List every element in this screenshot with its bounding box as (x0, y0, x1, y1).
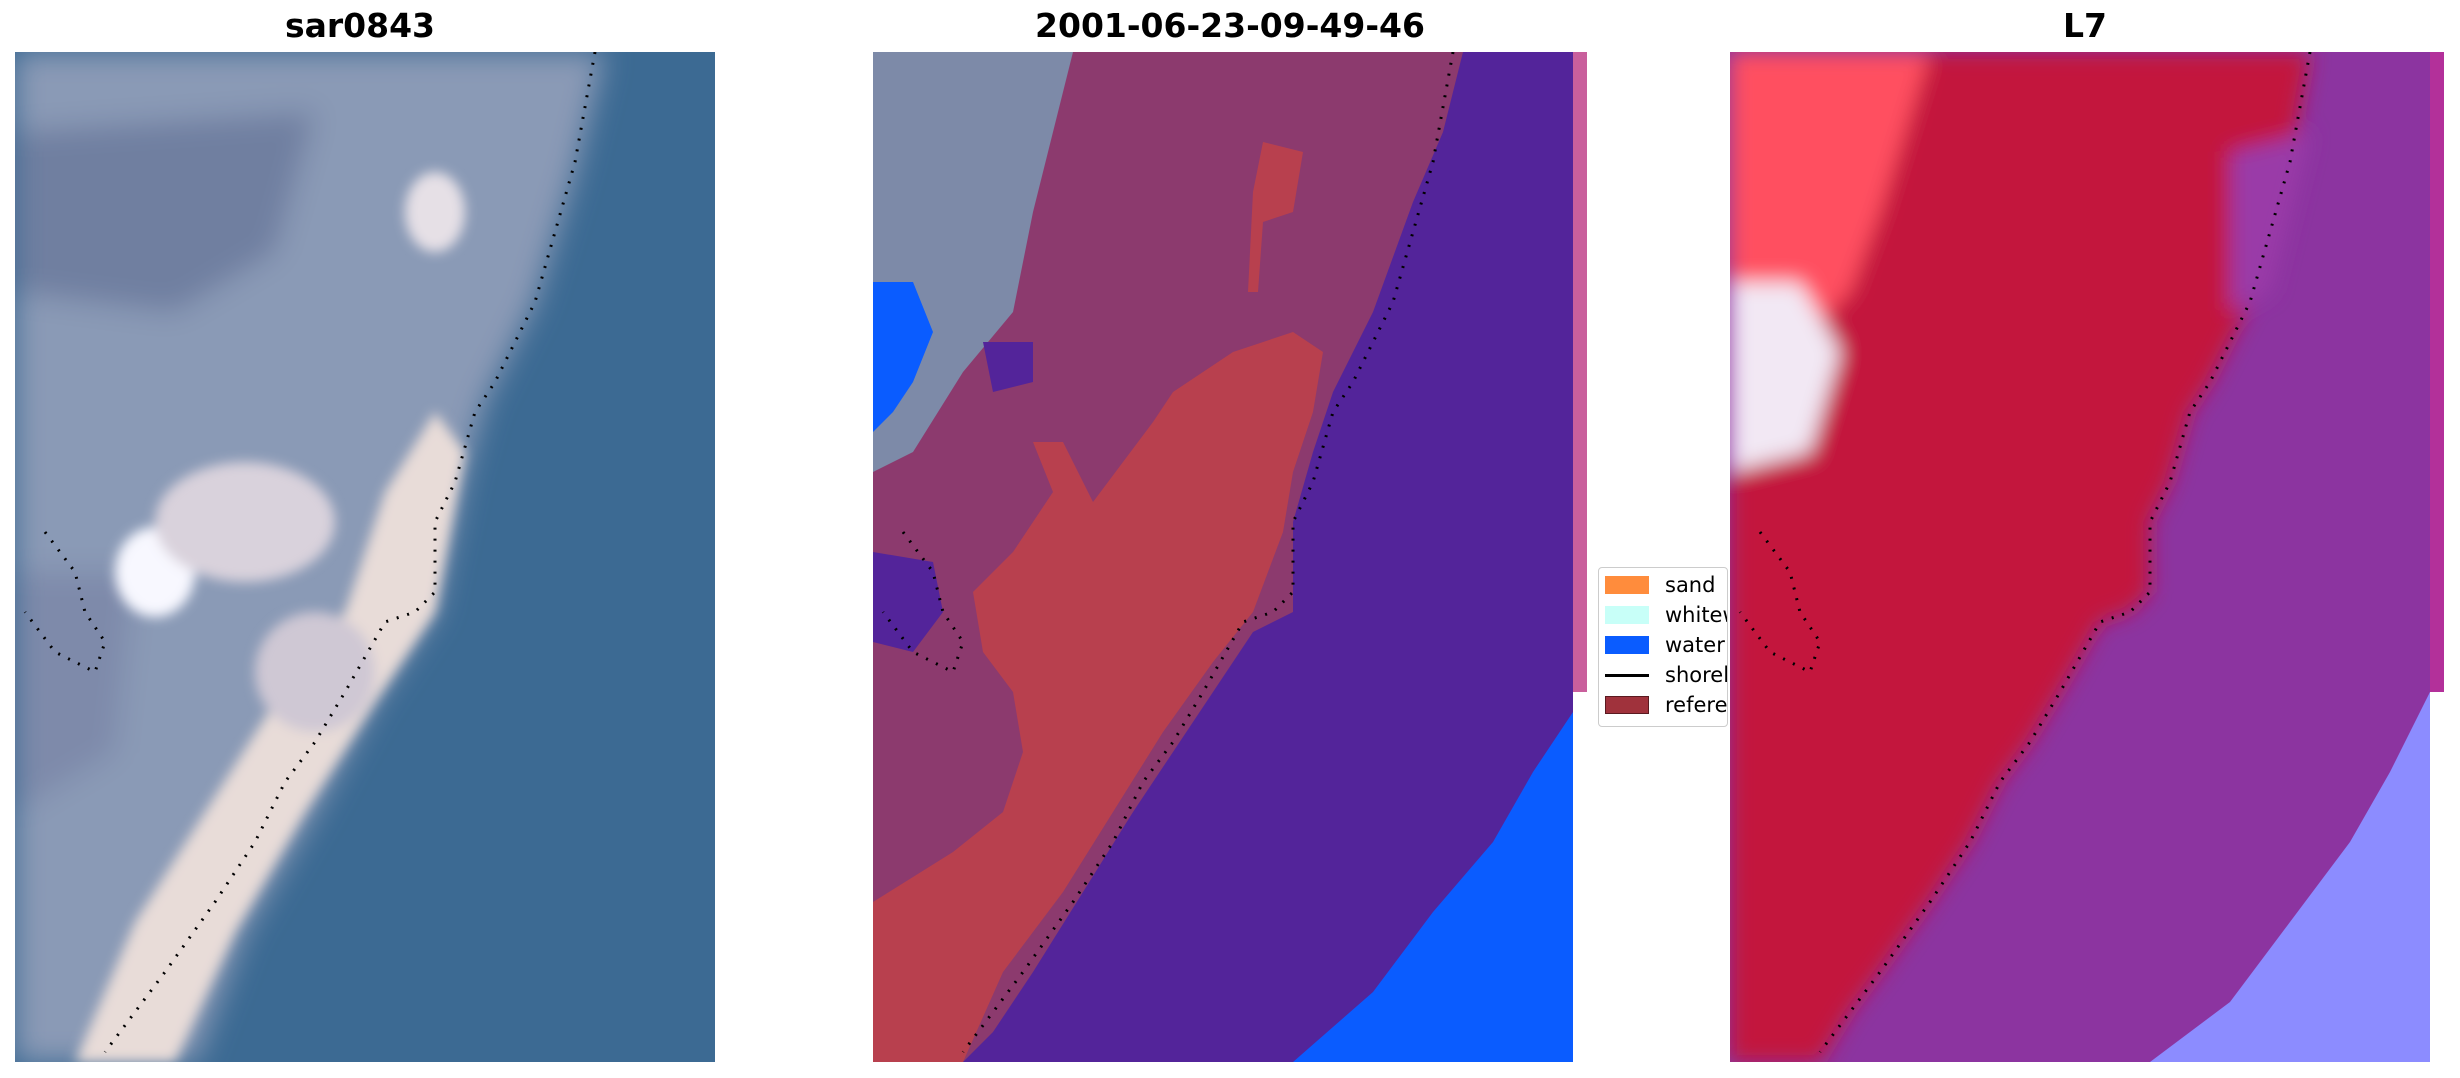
legend-item-sand: sand (1605, 573, 1715, 597)
rgb-image (15, 52, 715, 1062)
mndwi-image (1730, 52, 2430, 1062)
edge-strip-right (2430, 52, 2444, 692)
classified-image (873, 52, 1573, 1062)
panel-title-classified: 2001-06-23-09-49-46 (1035, 6, 1425, 45)
legend-label-reference: reference shoreline (1665, 693, 1728, 717)
legend-item-water: water (1605, 633, 1725, 657)
legend-label-sand: sand (1665, 573, 1716, 597)
legend-item-reference: reference shoreline (1605, 693, 1728, 717)
legend-swatch-reference (1605, 696, 1649, 714)
legend-swatch-whitewater (1605, 606, 1649, 624)
legend-item-shoreline: shoreline (1605, 663, 1728, 687)
legend-swatch-water (1605, 636, 1649, 654)
legend-swatch-shoreline (1605, 673, 1649, 677)
legend-label-shoreline: shoreline (1665, 663, 1728, 687)
legend-label-water: water (1665, 633, 1725, 657)
panel-title-rgb: sar0843 (284, 6, 436, 45)
edge-strip (1573, 52, 1587, 692)
panel-title-l7: L7 (2063, 6, 2107, 45)
legend-swatch-sand (1605, 576, 1649, 594)
